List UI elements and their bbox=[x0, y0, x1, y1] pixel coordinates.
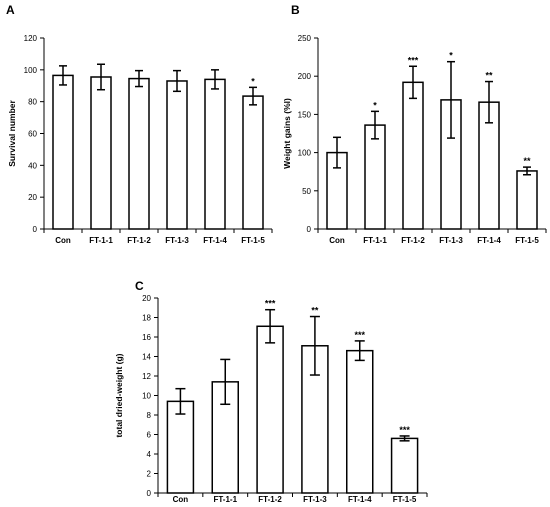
bar bbox=[364, 124, 386, 230]
y-tick-label: 0 bbox=[147, 489, 152, 498]
y-tick-label: 10 bbox=[142, 392, 151, 401]
y-tick-label: 0 bbox=[33, 225, 38, 234]
bar bbox=[166, 80, 188, 230]
y-tick-label: 150 bbox=[298, 110, 312, 119]
category-label: FT-1-3 bbox=[165, 236, 189, 245]
category-label: FT-1-3 bbox=[439, 236, 463, 245]
bar bbox=[204, 78, 226, 230]
y-tick-label: 120 bbox=[24, 34, 38, 43]
significance-label: * bbox=[373, 100, 377, 110]
significance-label: ** bbox=[311, 306, 319, 316]
category-label: Con bbox=[329, 236, 345, 245]
significance-label: *** bbox=[265, 299, 276, 309]
panel-letter: A bbox=[6, 3, 15, 17]
bar bbox=[242, 95, 264, 230]
y-tick-label: 12 bbox=[142, 372, 151, 381]
bar bbox=[52, 74, 74, 230]
category-label: FT-1-5 bbox=[241, 236, 265, 245]
category-label: FT-1-1 bbox=[89, 236, 113, 245]
category-label: FT-1-2 bbox=[258, 495, 282, 504]
y-tick-label: 8 bbox=[147, 411, 152, 420]
bar bbox=[402, 81, 424, 230]
category-label: FT-1-4 bbox=[477, 236, 501, 245]
category-label: FT-1-5 bbox=[515, 236, 539, 245]
bar bbox=[90, 76, 112, 230]
panel-letter: C bbox=[135, 279, 144, 293]
y-tick-label: 6 bbox=[147, 431, 152, 440]
bar bbox=[346, 349, 374, 494]
y-tick-label: 20 bbox=[28, 193, 37, 202]
category-label: FT-1-4 bbox=[203, 236, 227, 245]
significance-label: * bbox=[251, 76, 255, 86]
significance-label: ** bbox=[523, 156, 531, 166]
category-label: FT-1-2 bbox=[127, 236, 151, 245]
bar bbox=[256, 325, 284, 494]
significance-label: *** bbox=[354, 330, 365, 340]
chart-panel-c: C 0 2 4 6 8 10 12 14 16 18 20 total dried-weight (g)… bbox=[114, 279, 428, 504]
category-label: FT-1-1 bbox=[363, 236, 387, 245]
chart-panel-a: A 0 20 40 60 80 100 120 Survival number Con FT-1-1… bbox=[6, 3, 273, 245]
chart-panel-b: B 0 50 100 150 200 250 Weight gains (%l) Con FT-1… bbox=[282, 3, 547, 245]
y-tick-label: 100 bbox=[298, 149, 312, 158]
bar bbox=[390, 437, 419, 494]
y-tick-label: 14 bbox=[142, 353, 151, 362]
y-axis-title: total dried-weight (g) bbox=[114, 353, 124, 437]
y-axis-title: Weight gains (%l) bbox=[282, 98, 292, 169]
category-label: FT-1-4 bbox=[348, 495, 372, 504]
y-tick-label: 250 bbox=[298, 34, 312, 43]
y-tick-label: 2 bbox=[147, 470, 152, 479]
bar bbox=[128, 77, 150, 230]
significance-label: *** bbox=[408, 55, 419, 65]
y-tick-label: 60 bbox=[28, 130, 37, 139]
y-tick-label: 0 bbox=[307, 225, 312, 234]
category-label: FT-1-1 bbox=[213, 495, 237, 504]
y-tick-label: 18 bbox=[142, 314, 151, 323]
y-tick-label: 100 bbox=[24, 66, 38, 75]
bar bbox=[516, 170, 538, 230]
y-tick-label: 16 bbox=[142, 333, 151, 342]
category-label: Con bbox=[55, 236, 71, 245]
y-tick-label: 4 bbox=[147, 450, 152, 459]
y-tick-label: 20 bbox=[142, 294, 151, 303]
category-label: Con bbox=[173, 495, 189, 504]
category-label: FT-1-5 bbox=[393, 495, 417, 504]
y-tick-label: 80 bbox=[28, 98, 37, 107]
y-tick-label: 50 bbox=[302, 187, 311, 196]
y-tick-label: 200 bbox=[298, 72, 312, 81]
bar bbox=[166, 400, 195, 494]
panel-letter: B bbox=[291, 3, 300, 17]
y-tick-label: 40 bbox=[28, 161, 37, 170]
significance-label: * bbox=[449, 51, 453, 61]
y-axis-title: Survival number bbox=[7, 100, 17, 167]
significance-label: *** bbox=[399, 425, 410, 435]
category-label: FT-1-2 bbox=[401, 236, 425, 245]
significance-label: ** bbox=[485, 71, 493, 81]
category-label: FT-1-3 bbox=[303, 495, 327, 504]
